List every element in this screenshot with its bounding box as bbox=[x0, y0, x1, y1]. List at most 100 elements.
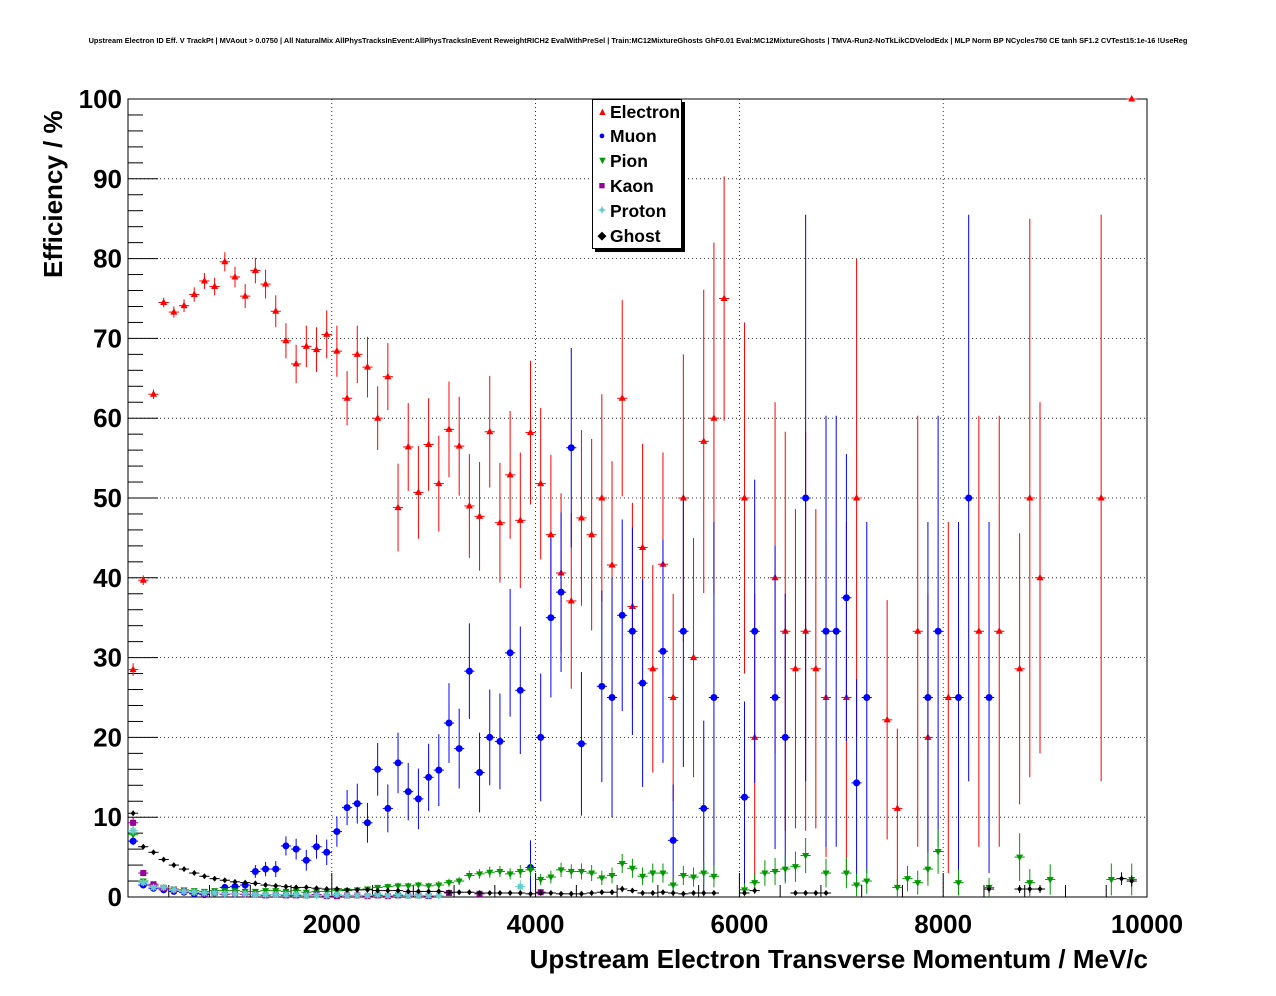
electron-point bbox=[853, 494, 861, 501]
muon-point bbox=[486, 733, 494, 741]
ghost-point bbox=[640, 890, 646, 897]
electron-point bbox=[567, 596, 575, 604]
pion-point bbox=[404, 883, 412, 890]
electron-point bbox=[893, 804, 901, 811]
pion-point bbox=[1026, 880, 1034, 887]
pion-point bbox=[822, 870, 830, 878]
muon-point bbox=[374, 765, 382, 773]
pion-point bbox=[904, 876, 912, 883]
muon-point bbox=[282, 842, 290, 850]
pion-point bbox=[598, 875, 606, 882]
pion-point bbox=[924, 866, 932, 874]
ghost-point bbox=[446, 889, 452, 896]
muon-point bbox=[435, 766, 443, 774]
electron-point bbox=[231, 272, 239, 280]
ghost-point bbox=[609, 889, 615, 896]
ghost-point bbox=[171, 862, 177, 869]
electron-point bbox=[374, 414, 382, 421]
x-tick-label: 4000 bbox=[507, 909, 565, 939]
pion-point bbox=[455, 878, 463, 886]
ghost-point bbox=[538, 890, 544, 897]
pion-point bbox=[679, 872, 687, 880]
legend-item-pion: ▼ Pion bbox=[597, 150, 648, 174]
legend-label: Muon bbox=[610, 126, 657, 147]
electron-point bbox=[669, 693, 677, 700]
ghost-point bbox=[701, 890, 707, 897]
electron-point bbox=[1016, 664, 1024, 672]
electron-point bbox=[272, 307, 280, 314]
muon-point bbox=[363, 819, 371, 827]
muon-point bbox=[669, 836, 677, 844]
muon-point bbox=[659, 647, 667, 655]
ghost-point bbox=[792, 890, 798, 897]
pion-point bbox=[781, 866, 789, 874]
proton-point bbox=[343, 891, 351, 899]
muon-point bbox=[710, 694, 718, 701]
pion-point bbox=[751, 880, 759, 887]
ghost-point bbox=[741, 890, 747, 897]
pion-point bbox=[802, 853, 810, 860]
pion-point bbox=[1046, 876, 1054, 884]
muon-point bbox=[455, 745, 463, 753]
pion-point bbox=[700, 870, 708, 878]
electron-point bbox=[975, 627, 983, 634]
muon-point bbox=[414, 795, 422, 803]
ghost-point bbox=[293, 884, 299, 891]
proton-point bbox=[363, 891, 371, 899]
ghost-point bbox=[497, 890, 503, 897]
pion-point bbox=[588, 870, 596, 878]
pion-point bbox=[842, 870, 850, 878]
legend-item-kaon: ■ Kaon bbox=[597, 174, 654, 198]
muon-point bbox=[577, 740, 585, 748]
electron-point bbox=[577, 513, 585, 521]
proton-point bbox=[374, 891, 382, 899]
ghost-point bbox=[691, 890, 697, 897]
pion-point bbox=[1107, 876, 1115, 884]
ghost-point bbox=[436, 888, 442, 895]
proton-point bbox=[384, 891, 392, 899]
electron-point bbox=[455, 442, 463, 449]
electron-point bbox=[323, 330, 331, 337]
muon-point bbox=[853, 779, 861, 787]
proton-point bbox=[282, 891, 290, 899]
y-tick-label: 10 bbox=[93, 802, 122, 832]
legend-item-proton: ✦ Proton bbox=[597, 199, 666, 223]
ghost-point bbox=[385, 887, 391, 894]
electron-point bbox=[211, 282, 219, 290]
ghost-point bbox=[558, 890, 564, 897]
ghost-point bbox=[140, 843, 146, 850]
electron-point bbox=[506, 470, 514, 478]
muon-point bbox=[537, 733, 545, 741]
ghost-point bbox=[599, 889, 605, 896]
ghost-point bbox=[364, 886, 370, 893]
muon-point bbox=[476, 769, 484, 777]
ghost-point bbox=[201, 873, 207, 880]
pion-point bbox=[425, 883, 433, 890]
muon-point bbox=[323, 848, 331, 856]
ghost-point bbox=[1027, 886, 1033, 893]
pion-point bbox=[506, 871, 514, 878]
legend-marker-icon: ● bbox=[598, 130, 606, 143]
y-tick-label: 90 bbox=[93, 164, 122, 194]
ghost-point bbox=[283, 883, 289, 890]
ghost-point bbox=[568, 890, 574, 897]
pion-point bbox=[710, 873, 718, 881]
electron-point bbox=[384, 372, 392, 380]
legend-label: Electron bbox=[610, 101, 681, 122]
electron-point bbox=[465, 501, 473, 509]
pion-point bbox=[465, 872, 473, 880]
muon-point bbox=[618, 611, 626, 619]
ghost-point bbox=[354, 886, 360, 893]
muon-point bbox=[425, 773, 433, 781]
pion-point bbox=[516, 868, 524, 876]
electron-point bbox=[1036, 573, 1044, 581]
pion-point bbox=[659, 870, 667, 878]
muon-point bbox=[292, 845, 300, 853]
chart-title: Upstream Electron ID Eff. V TrackPt | MV… bbox=[88, 36, 1188, 45]
pion-point bbox=[577, 868, 585, 876]
pion-point bbox=[893, 884, 901, 892]
ghost-point bbox=[670, 890, 676, 897]
legend-label: Ghost bbox=[610, 225, 661, 246]
